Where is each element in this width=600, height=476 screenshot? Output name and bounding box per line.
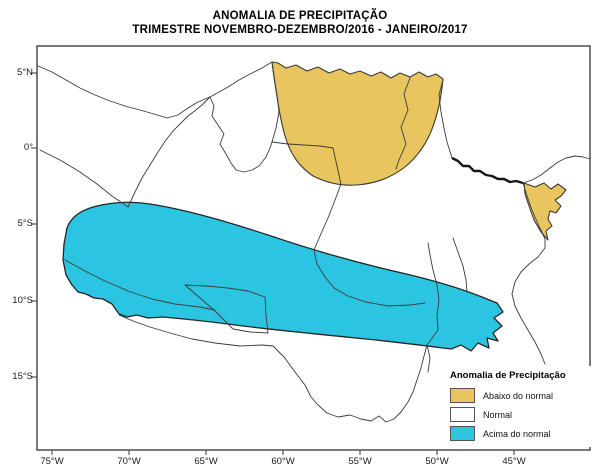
lon-label-70w: 70°W: [117, 456, 141, 467]
legend-label-below-normal: Abaixo do normal: [483, 390, 554, 401]
region-above-normal-band: [62, 201, 504, 352]
legend: Anomalia de Precipitação Abaixo do norma…: [446, 366, 592, 447]
legend-item-below-normal: Abaixo do normal: [450, 388, 592, 403]
lat-label-5s: 5°S: [17, 218, 33, 229]
legend-swatch-below-normal: [450, 388, 475, 403]
legend-label-above-normal: Acima do normal: [483, 428, 551, 439]
lat-label-10s: 10°S: [12, 295, 33, 306]
map-subtitle: TRIMESTRE NOVEMBRO-DEZEMBRO/2016 - JANEI…: [132, 24, 468, 36]
lon-label-65w: 65°W: [194, 456, 218, 467]
lat-label-15s: 15°S: [12, 371, 33, 382]
legend-swatch-above-normal: [450, 426, 475, 441]
coastline-delta: [451, 156, 524, 185]
title-block: ANOMALIA DE PRECIPITAÇÃO TRIMESTRE NOVEM…: [0, 9, 600, 37]
legend-swatch-normal: [450, 407, 475, 422]
border-lines: [37, 61, 591, 423]
legend-title: Anomalia de Precipitação: [450, 370, 566, 381]
lat-label-5n: 5°N: [17, 67, 33, 78]
region-below-normal-north: [271, 61, 444, 186]
region-below-normal-east: [523, 182, 567, 241]
lon-label-45w: 45°W: [502, 456, 526, 467]
lat-label-0: 0°: [23, 142, 33, 153]
lon-label-75w: 75°W: [40, 456, 64, 467]
legend-item-above-normal: Acima do normal: [450, 426, 592, 441]
lon-label-55w: 55°W: [348, 456, 372, 467]
legend-label-normal: Normal: [483, 409, 513, 420]
axis-ticks: [31, 72, 515, 455]
lon-label-50w: 50°W: [425, 456, 449, 467]
legend-item-normal: Normal: [450, 407, 592, 422]
map-frame: [36, 45, 591, 451]
lon-label-60w: 60°W: [271, 456, 295, 467]
map-title: ANOMALIA DE PRECIPITAÇÃO: [212, 10, 388, 22]
